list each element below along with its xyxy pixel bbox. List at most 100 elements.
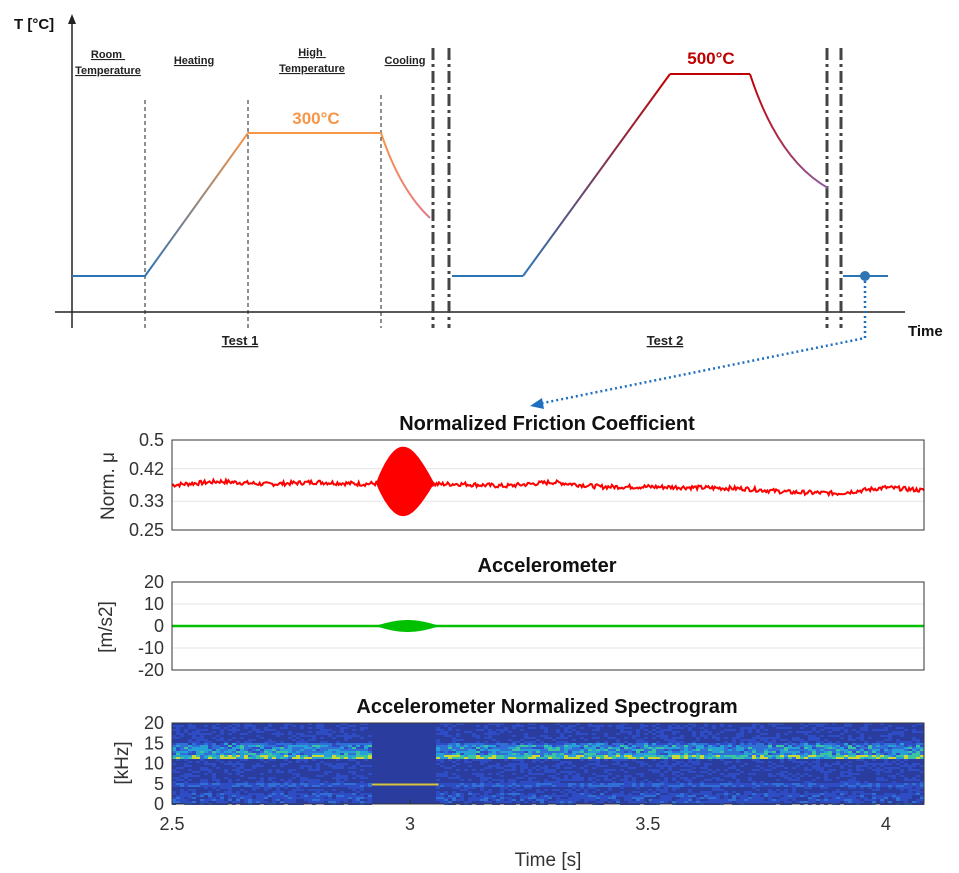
spectrogram-cell: [492, 753, 496, 755]
spectrogram-cell: [636, 753, 640, 755]
spectrogram-cell: [688, 785, 692, 787]
spectrogram-cell: [324, 757, 328, 759]
spectrogram-cell: [888, 757, 892, 759]
spectrogram-cell: [436, 779, 440, 781]
spectrogram-cell: [748, 747, 752, 749]
spectrogram-cell: [532, 745, 536, 747]
spectrogram-cell: [828, 741, 832, 743]
spectrogram-cell: [852, 795, 856, 797]
spectrogram-cell: [760, 757, 764, 759]
spectrogram-cell: [540, 761, 544, 763]
spectrogram-cell: [676, 793, 680, 795]
spectrogram-cell: [740, 741, 744, 743]
spectrogram-cell: [208, 745, 212, 747]
spectrogram-cell: [744, 795, 748, 797]
spectrogram-cell: [328, 757, 332, 759]
spectrogram-cell: [644, 747, 648, 749]
spectrogram-cell: [568, 785, 572, 787]
spectrogram-cell: [252, 765, 256, 767]
spectrogram-cell: [272, 741, 276, 743]
spectrogram-cell: [584, 755, 588, 757]
spectrogram-cell: [732, 747, 736, 749]
spectrogram-cell: [256, 753, 260, 755]
spectrogram-cell: [336, 783, 340, 785]
spectrogram-cell: [536, 739, 540, 741]
spectrogram-cell: [228, 739, 232, 741]
spectrogram-cell: [216, 793, 220, 795]
spectrogram-cell: [548, 757, 552, 759]
spectrogram-cell: [644, 749, 648, 751]
spectrogram-cell: [456, 755, 460, 757]
spectrogram-cell: [836, 757, 840, 759]
spectrogram-cell: [272, 777, 276, 779]
spectrogram-cell: [492, 755, 496, 757]
spectrogram-cell: [692, 735, 696, 737]
spectrogram-cell: [768, 757, 772, 759]
spectrogram-cell: [620, 725, 624, 727]
spectrogram-cell: [452, 791, 456, 793]
spectrogram-cell: [472, 773, 476, 775]
spectrogram-cell: [708, 769, 712, 771]
spectrogram-cell: [688, 783, 692, 785]
spectrogram-cell: [680, 755, 684, 757]
spectrogram-cell: [268, 783, 272, 785]
spectrogram-cell: [584, 793, 588, 795]
spectrogram-cell: [728, 783, 732, 785]
spectrogram-cell: [676, 753, 680, 755]
spectrogram-cell: [196, 731, 200, 733]
spectrogram-cell: [196, 733, 200, 735]
spectrogram-cell: [228, 773, 232, 775]
spectrogram-cell: [256, 747, 260, 749]
spectrogram-cell: [640, 743, 644, 745]
spectrogram-cell: [840, 767, 844, 769]
spectrogram-cell: [732, 777, 736, 779]
spectrogram-cell: [576, 757, 580, 759]
spectrogram-cell: [308, 783, 312, 785]
spectrogram-cell: [528, 781, 532, 783]
spectrogram-cell: [496, 773, 500, 775]
spectrogram-cell: [500, 793, 504, 795]
spectrogram-cell: [508, 781, 512, 783]
spectrogram-cell: [888, 793, 892, 795]
spectrogram-cell: [756, 793, 760, 795]
spectrogram-cell: [512, 727, 516, 729]
spectrogram-cell: [796, 753, 800, 755]
spectrogram-cell: [352, 733, 356, 735]
spectrogram-cell: [592, 757, 596, 759]
spectrogram-cell: [780, 783, 784, 785]
spectrogram-cell: [540, 753, 544, 755]
spectrogram-cell: [312, 781, 316, 783]
spectrogram-cell: [892, 731, 896, 733]
spectrogram-cell: [640, 741, 644, 743]
spectrogram-cell: [240, 759, 244, 761]
spectrogram-cell: [572, 797, 576, 799]
spectrogram-cell: [560, 751, 564, 753]
spectrogram-cell: [436, 791, 440, 793]
spectrogram-cell: [808, 723, 812, 725]
spectrogram-cell: [820, 745, 824, 747]
spectrogram-cell: [700, 783, 704, 785]
spectrogram-cell: [808, 757, 812, 759]
spectrogram-cell: [484, 779, 488, 781]
spectrogram-cell: [304, 765, 308, 767]
spectrogram-cell: [248, 749, 252, 751]
spectrogram-cell: [600, 749, 604, 751]
spectrogram-cell: [616, 727, 620, 729]
spectrogram-cell: [224, 727, 228, 729]
spectrogram-cell: [596, 795, 600, 797]
spectrogram-cell: [352, 757, 356, 759]
spectrogram-cell: [492, 743, 496, 745]
spectrogram-cell: [356, 753, 360, 755]
spectrogram-cell: [496, 765, 500, 767]
spectrogram-cell: [232, 731, 236, 733]
spectrogram-cell: [724, 743, 728, 745]
spectrogram-cell: [556, 757, 560, 759]
spectrogram-cell: [820, 801, 824, 803]
spectrogram-cell: [548, 771, 552, 773]
spectrogram-cell: [804, 741, 808, 743]
spectrogram-cell: [440, 783, 444, 785]
spectrogram-cell: [344, 737, 348, 739]
spectrogram-cell: [820, 769, 824, 771]
spectrogram-cell: [200, 743, 204, 745]
spectrogram-cell: [812, 797, 816, 799]
